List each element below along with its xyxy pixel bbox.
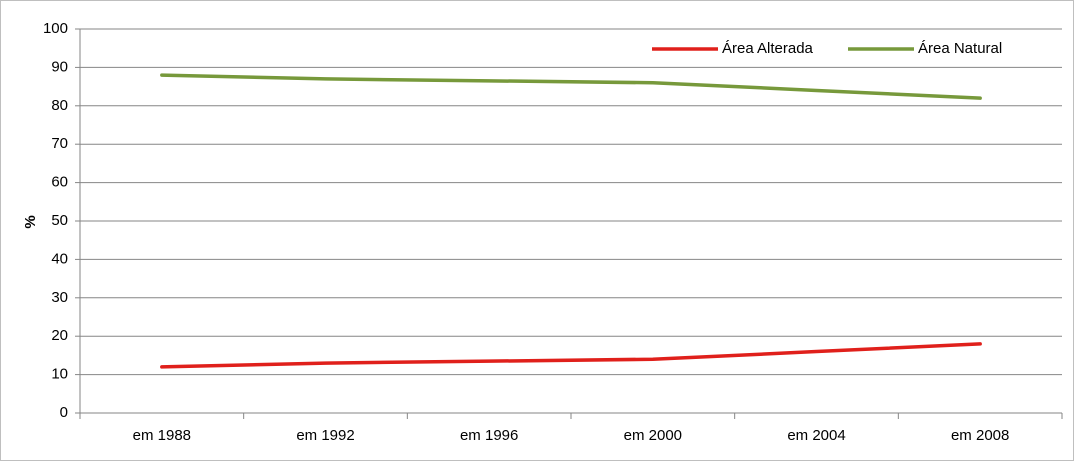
y-tick-label: 40 [51,250,68,267]
x-tick-label: em 2000 [624,427,682,444]
legend-label: Área Natural [918,40,1002,57]
x-tick-labels: em 1988 em 1992 em 1996 em 2000 em 2004 em 20… [79,413,1063,444]
x-tick-label: em 2004 [787,427,845,444]
y-tick-label: 30 [51,289,68,306]
series-line [160,73,982,100]
y-axis-label: % [22,215,39,228]
gridlines [80,28,1062,376]
y-tick-label: 70 [51,135,68,152]
y-tick-label: 80 [51,97,68,114]
y-tick-label: 0 [60,404,68,421]
legend-label: Área Alterada [722,40,814,57]
series-line [160,342,982,369]
x-tick-label: em 1988 [133,427,191,444]
y-tick-label: 90 [51,58,68,75]
x-tick-label: em 1996 [460,427,518,444]
y-tick-label: 10 [51,366,68,383]
legend: Área Alterada Área Natural [652,40,1002,57]
y-tick-label: 50 [51,212,68,229]
y-tick-label: 20 [51,327,68,344]
x-tick-label: em 1992 [296,427,354,444]
y-tick-label: 60 [51,174,68,191]
y-tick-label: 100 [43,20,68,37]
series-lines [160,73,982,369]
y-tick-labels: 0 10 20 30 40 50 60 70 80 90 100 [43,20,80,421]
x-tick-label: em 2008 [951,427,1009,444]
